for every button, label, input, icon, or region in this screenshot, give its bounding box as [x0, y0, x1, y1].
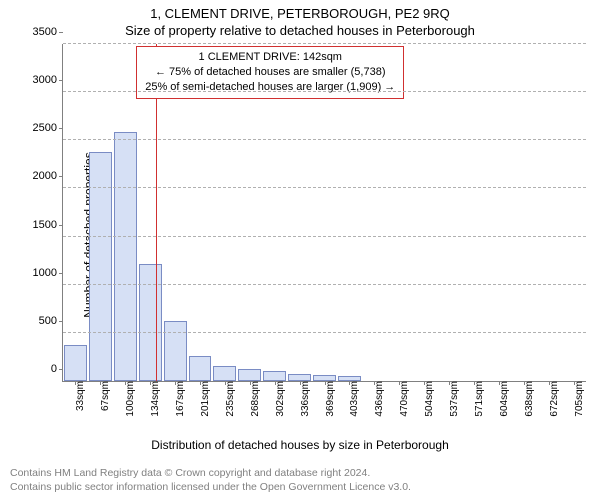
x-tick-label: 537sqm [447, 381, 460, 417]
x-tick-label: 672sqm [547, 381, 560, 417]
x-tick-label: 268sqm [248, 381, 261, 417]
histogram-bar [64, 345, 87, 381]
histogram-bar [114, 132, 137, 381]
footer-line2: Contains public sector information licen… [10, 480, 590, 494]
x-tick-label: 235sqm [223, 381, 236, 417]
x-tick-label: 638sqm [522, 381, 535, 417]
gridline [63, 139, 586, 140]
x-tick-label: 504sqm [422, 381, 435, 417]
annotation-line1: 1 CLEMENT DRIVE: 142sqm [145, 50, 395, 65]
annotation-line3: 25% of semi-detached houses are larger (… [145, 80, 395, 95]
page-title-line1: 1, CLEMENT DRIVE, PETERBOROUGH, PE2 9RQ [0, 0, 600, 21]
x-tick-label: 302sqm [273, 381, 286, 417]
gridline [63, 284, 586, 285]
x-tick-label: 604sqm [497, 381, 510, 417]
x-tick-label: 403sqm [347, 381, 360, 417]
gridline [63, 43, 586, 44]
histogram-bar [288, 374, 311, 381]
x-tick-label: 167sqm [173, 381, 186, 417]
x-tick-label: 33sqm [73, 381, 86, 411]
y-tick-label: 2000 [33, 170, 63, 182]
x-tick-label: 705sqm [572, 381, 585, 417]
footer-line1: Contains HM Land Registry data © Crown c… [10, 466, 590, 480]
annotation-line2: ← 75% of detached houses are smaller (5,… [145, 65, 395, 80]
x-tick-label: 201sqm [198, 381, 211, 417]
gridline [63, 236, 586, 237]
x-tick-label: 571sqm [472, 381, 485, 417]
histogram-bar [238, 369, 261, 381]
page-title-line2: Size of property relative to detached ho… [0, 21, 600, 38]
x-tick-label: 470sqm [397, 381, 410, 417]
gridline [63, 332, 586, 333]
y-tick-label: 2500 [33, 122, 63, 134]
y-tick-label: 1500 [33, 219, 63, 231]
gridline [63, 91, 586, 92]
y-tick-label: 3000 [33, 74, 63, 86]
y-tick-label: 1000 [33, 267, 63, 279]
histogram-bar [139, 264, 162, 381]
x-tick-label: 134sqm [148, 381, 161, 417]
histogram-bar [263, 371, 286, 381]
x-axis-label: Distribution of detached houses by size … [0, 438, 600, 452]
gridline [63, 187, 586, 188]
histogram-bar [189, 356, 212, 381]
footer-attribution: Contains HM Land Registry data © Crown c… [10, 466, 590, 494]
histogram-bar [164, 321, 187, 381]
histogram-bar [213, 366, 236, 381]
histogram-bar [89, 152, 112, 381]
y-tick-label: 3500 [33, 26, 63, 38]
x-tick-label: 336sqm [298, 381, 311, 417]
chart-container: Number of detached properties 1 CLEMENT … [0, 40, 600, 430]
y-tick-label: 0 [51, 363, 63, 375]
x-tick-label: 436sqm [372, 381, 385, 417]
x-tick-label: 100sqm [123, 381, 136, 417]
x-tick-label: 67sqm [98, 381, 111, 411]
y-tick-label: 500 [39, 315, 63, 327]
x-tick-label: 369sqm [323, 381, 336, 417]
plot-area: 1 CLEMENT DRIVE: 142sqm ← 75% of detache… [62, 44, 586, 382]
